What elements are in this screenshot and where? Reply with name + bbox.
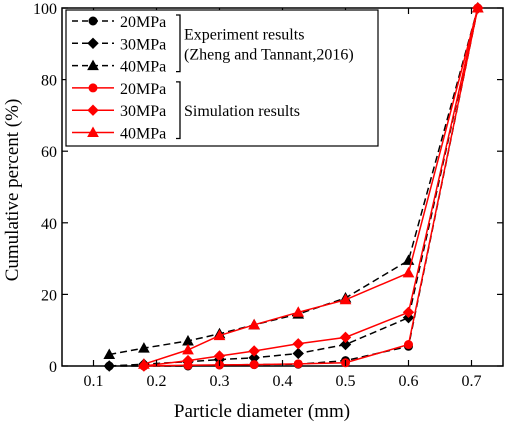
data-point bbox=[248, 345, 260, 357]
legend-group-label: Experiment results bbox=[184, 26, 304, 43]
data-point bbox=[103, 360, 115, 372]
series-group bbox=[103, 1, 484, 372]
data-point bbox=[339, 331, 352, 344]
legend-label: 20MPa bbox=[120, 81, 166, 98]
data-point bbox=[182, 343, 194, 355]
x-tick-label: 0.4 bbox=[273, 373, 293, 390]
x-tick-label: 0.6 bbox=[399, 373, 419, 390]
legend-marker bbox=[87, 104, 99, 116]
data-point bbox=[182, 354, 194, 367]
y-tick-label: 100 bbox=[33, 1, 57, 18]
data-point bbox=[213, 329, 226, 341]
legend-label: 40MPa bbox=[120, 59, 166, 76]
series-simulation-40mpa bbox=[138, 1, 484, 369]
x-tick-label: 0.3 bbox=[210, 373, 230, 390]
legend-marker bbox=[87, 37, 99, 50]
legend-label: 20MPa bbox=[120, 14, 166, 31]
data-point bbox=[339, 293, 352, 305]
data-point bbox=[292, 347, 304, 360]
legend-marker bbox=[88, 16, 98, 26]
x-tick-label: 0.7 bbox=[462, 373, 482, 390]
legend-label: 40MPa bbox=[120, 126, 166, 143]
data-point bbox=[402, 306, 415, 319]
y-tick-label: 0 bbox=[49, 359, 57, 376]
series-line bbox=[143, 7, 479, 365]
y-tick-label: 60 bbox=[41, 144, 57, 161]
data-point bbox=[402, 266, 415, 278]
ticks-group: 0.1 0.2 0.3 0.4 0.5 0.6 0.7 0 20 40 60 80 100 bbox=[33, 1, 503, 390]
data-point bbox=[292, 306, 305, 317]
series-line bbox=[143, 7, 479, 367]
data-point bbox=[293, 359, 303, 369]
data-point bbox=[249, 360, 259, 370]
data-point bbox=[138, 342, 150, 353]
legend-group-label: Simulation results bbox=[184, 103, 300, 120]
legend-label: 30MPa bbox=[120, 103, 166, 120]
data-point bbox=[103, 348, 116, 360]
legend-box bbox=[65, 9, 379, 147]
legend-bracket bbox=[176, 81, 181, 140]
data-point bbox=[292, 338, 304, 350]
legend: 20MPa 30MPa 40MPa 20MPa 30MPa 40MPa Experiment… bbox=[65, 9, 379, 147]
data-point bbox=[339, 338, 352, 351]
legend-bracket bbox=[176, 14, 181, 73]
x-tick-label: 0.1 bbox=[84, 373, 104, 390]
data-point bbox=[404, 340, 413, 350]
y-tick-label: 80 bbox=[41, 73, 57, 90]
legend-marker bbox=[88, 83, 98, 93]
x-tick-label: 0.5 bbox=[336, 373, 356, 390]
data-point bbox=[138, 358, 150, 369]
x-tick-label: 0.2 bbox=[147, 373, 167, 390]
y-axis-label: Cumulative percent (%) bbox=[2, 99, 23, 282]
legend-label: 30MPa bbox=[120, 36, 166, 53]
legend-group-label: (Zheng and Tannant,2016) bbox=[184, 46, 354, 63]
legend-marker bbox=[87, 59, 99, 71]
y-tick-label: 40 bbox=[41, 216, 57, 233]
y-tick-label: 20 bbox=[41, 287, 57, 304]
x-axis-label: Particle diameter (mm) bbox=[174, 401, 350, 422]
series-line bbox=[143, 7, 479, 367]
data-point bbox=[471, 1, 484, 13]
legend-marker bbox=[87, 126, 99, 137]
data-point bbox=[248, 318, 260, 330]
